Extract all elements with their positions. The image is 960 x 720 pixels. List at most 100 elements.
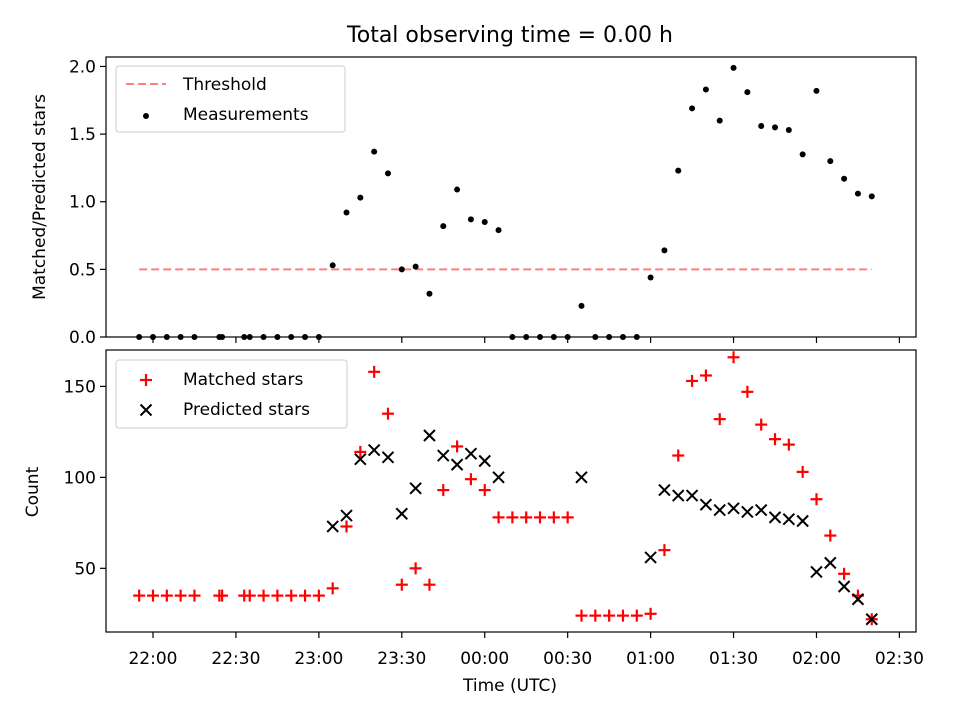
bottom-plot-marks [133,351,878,626]
matched-star-point [534,511,547,524]
bottom-x-axis-ticks: 22:00 22:30 23:00 23:30 00:00 00:30 01:00 01:30… [128,632,924,669]
bottom-y-tick-label: 100 [64,468,96,488]
x-tick-label: 22:30 [211,649,260,669]
matched-star-point [216,589,229,602]
predicted-star-point [326,520,339,533]
matched-star-point [464,473,477,486]
matched-star-point [160,589,173,602]
matched-star-point [616,609,629,622]
legend-measurements-swatch [143,113,149,119]
predicted-star-point [685,489,699,502]
matched-star-point [672,449,685,462]
matched-star-point [437,484,450,497]
measurement-point [772,124,779,131]
top-axes-frame [105,56,917,338]
bottom-y-tick-label: 50 [74,559,96,579]
matched-star-point [368,365,381,378]
top-y-tick-label: 0.5 [69,260,96,280]
predicted-star-point [672,489,685,502]
x-tick-label: 23:30 [377,649,426,669]
top-legend: Threshold Measurements [115,65,346,133]
top-y-axis-ticks: 0.0 0.5 1.0 1.5 2.0 [69,57,106,348]
top-x-axis-ticks [152,337,901,343]
x-tick-label: 22:00 [128,649,177,669]
matched-star-point [810,493,823,506]
predicted-star-point [810,565,823,579]
measurement-point [647,274,654,281]
measurement-point [495,227,502,234]
x-tick-label: 02:00 [792,649,841,669]
bottom-y-axis-ticks: 50 100 150 [64,377,106,579]
measurement-point [675,167,682,174]
bottom-y-tick-label: 150 [64,377,96,397]
legend-measurements-label: Measurements [183,105,309,125]
predicted-star-point [727,502,740,515]
matched-star-point [326,582,339,595]
matched-star-point [354,445,367,458]
predicted-star-point [367,443,381,457]
matched-star-point [312,589,325,602]
top-y-axis-label: Matched/Predicted stars [30,94,50,300]
matched-star-point [146,589,159,602]
measurement-point [716,117,723,124]
matched-star-point [658,544,671,557]
measurement-point [357,194,364,201]
measurement-point [329,262,336,269]
legend-plus-marker [140,374,152,386]
measurement-point [440,223,447,230]
measurement-point [454,186,461,193]
matched-star-point [257,589,270,602]
matched-star-point [713,413,726,426]
matched-star-point [796,465,809,478]
x-axis-label: Time (UTC) [462,676,557,696]
matched-star-point [451,440,464,453]
matched-star-point [769,433,782,446]
x-tick-label: 01:30 [709,649,758,669]
matched-star-point [741,385,754,398]
predicted-star-point [395,507,409,520]
measurement-point [785,127,792,134]
measurement-point [689,105,696,112]
predicted-star-point [782,512,796,526]
matched-star-point [506,511,519,524]
matched-star-point [409,562,422,575]
matched-star-point [478,484,491,497]
predicted-star-point [478,454,491,468]
matched-star-point [561,511,574,524]
top-panel: 0.00.51.01.52.0 Matched/Predicted stars … [30,56,917,348]
measurement-point [799,151,806,158]
predicted-star-point [658,483,671,497]
matched-star-point [824,529,837,542]
predicted-star-point [409,482,422,495]
legend-matched-label: Matched stars [183,370,303,390]
measurement-point [343,209,350,216]
legend-matched-swatch [140,374,152,386]
matched-star-point [782,438,795,451]
matched-star-point [603,609,616,622]
measurement-point [702,86,709,93]
legend-x-marker [139,403,153,417]
measurement-point [481,219,488,226]
measurement-point [868,193,875,200]
measurement-point [758,122,765,129]
predicted-star-point [851,593,865,606]
bottom-legend-box [115,359,348,429]
measurement-point [371,148,378,155]
measurement-point [661,247,668,254]
predicted-star-point [450,458,464,471]
matched-star-point [174,589,187,602]
measurement-point [744,89,751,96]
measurement-point [841,175,848,182]
measurement-point [578,302,585,309]
predicted-star-point [437,449,450,462]
bottom-y-axis-label: Count [23,466,43,517]
matched-star-point [285,589,298,602]
x-tick-label: 01:00 [626,649,675,669]
matched-star-point [188,589,201,602]
predicted-star-point [768,511,782,524]
measurement-point [384,170,391,177]
measurement-point [813,87,820,94]
predicted-star-point [796,514,809,528]
top-y-tick-label: 1.0 [69,193,96,213]
matched-star-point [340,520,353,533]
